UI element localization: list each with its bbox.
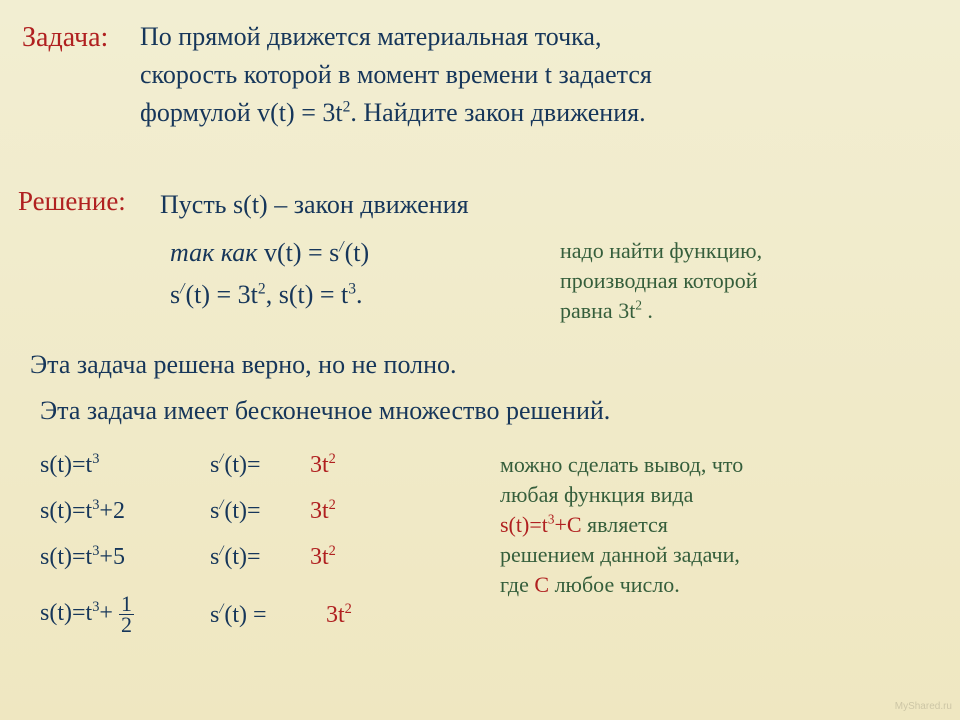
watermark: MyShared.ru	[895, 701, 952, 712]
example-result-3: 3t2	[310, 544, 336, 571]
task-line3: формулой v(t) = 3t2. Найдите закон движе…	[140, 94, 940, 132]
note-line1: надо найти функцию,	[560, 236, 762, 266]
solution-label: Решение:	[18, 186, 126, 217]
example-s-3: s(t)=t3+5	[40, 544, 125, 571]
conclusion-l1: можно сделать вывод, что	[500, 450, 940, 480]
note-line2: производная которой	[560, 266, 762, 296]
example-sprime-4: s/(t) =	[210, 602, 267, 629]
task-text: По прямой движется материальная точка, с…	[140, 18, 940, 132]
task-label: Задача:	[22, 22, 108, 54]
example-sprime-2: s/(t)=	[210, 498, 261, 525]
conclusion-l2: любая функция вида	[500, 480, 940, 510]
example-sprime-3: s/(t)=	[210, 544, 261, 571]
example-result-4: 3t2	[326, 602, 352, 629]
task-line1: По прямой движется материальная точка,	[140, 18, 940, 56]
example-s-2: s(t)=t3+2	[40, 498, 125, 525]
mid-line2: Эта задача имеет бесконечное множество р…	[40, 396, 610, 426]
conclusion-text: можно сделать вывод, что любая функция в…	[500, 450, 940, 600]
let-text: Пусть s(t) – закон движения	[160, 190, 469, 220]
mid-line1: Эта задача решена верно, но не полно.	[30, 350, 457, 380]
note-line3: равна 3t2 .	[560, 296, 762, 326]
example-s-4: s(t)=t3+ 1 2	[40, 594, 134, 635]
task-line2: скорость которой в момент времени t зада…	[140, 56, 940, 94]
example-s-1: s(t)=t3	[40, 452, 99, 479]
conclusion-l5: где С любое число.	[500, 570, 940, 600]
derivation-line: s/(t) = 3t2, s(t) = t3.	[170, 280, 363, 310]
example-result-1: 3t2	[310, 452, 336, 479]
note-text: надо найти функцию, производная которой …	[560, 236, 762, 326]
conclusion-l3: s(t)=t3+C является	[500, 510, 940, 540]
example-result-2: 3t2	[310, 498, 336, 525]
since-line: так как v(t) = s/(t)	[170, 238, 369, 268]
example-sprime-1: s/(t)=	[210, 452, 261, 479]
conclusion-l4: решением данной задачи,	[500, 540, 940, 570]
